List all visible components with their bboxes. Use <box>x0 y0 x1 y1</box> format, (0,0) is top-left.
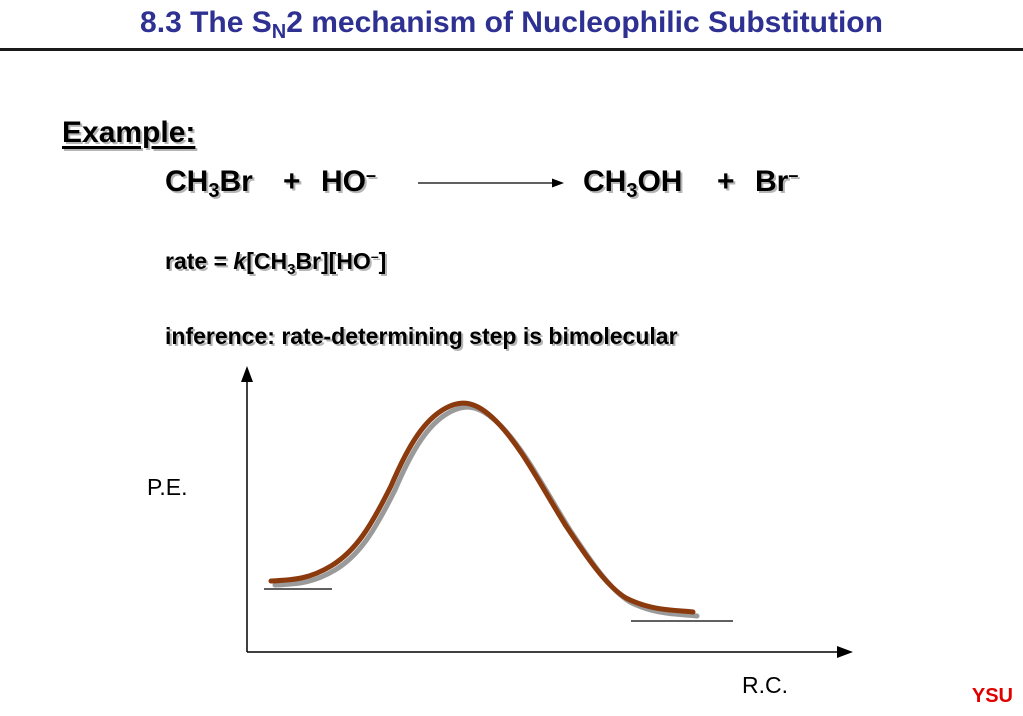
rate-law: rate = k[CH3Br][HO–] <box>165 248 387 278</box>
y-axis-arrowhead <box>241 366 253 382</box>
x-axis-label: R.C. <box>742 672 788 698</box>
energy-curve <box>268 400 696 615</box>
title-divider <box>0 48 1023 51</box>
example-heading: Example: <box>62 116 196 149</box>
plus-sign-2: + <box>717 165 735 198</box>
y-axis-label: P.E. <box>147 474 188 500</box>
product-bromide: Br– <box>755 165 799 198</box>
product-methanol: CH3OH <box>583 165 683 202</box>
ysu-logo: YSU <box>971 685 1013 707</box>
inference-text: inference: rate-determining step is bimo… <box>165 323 678 349</box>
slide-title: 8.3 The SN2 mechanism of Nucleophilic Su… <box>140 6 883 43</box>
energy-curve-shadow <box>272 404 700 619</box>
plus-sign-1: + <box>283 165 301 198</box>
reactant-ch3br: CH3Br <box>165 165 253 202</box>
reactant-hydroxide: HO– <box>321 165 377 198</box>
x-axis-arrowhead <box>837 646 853 658</box>
